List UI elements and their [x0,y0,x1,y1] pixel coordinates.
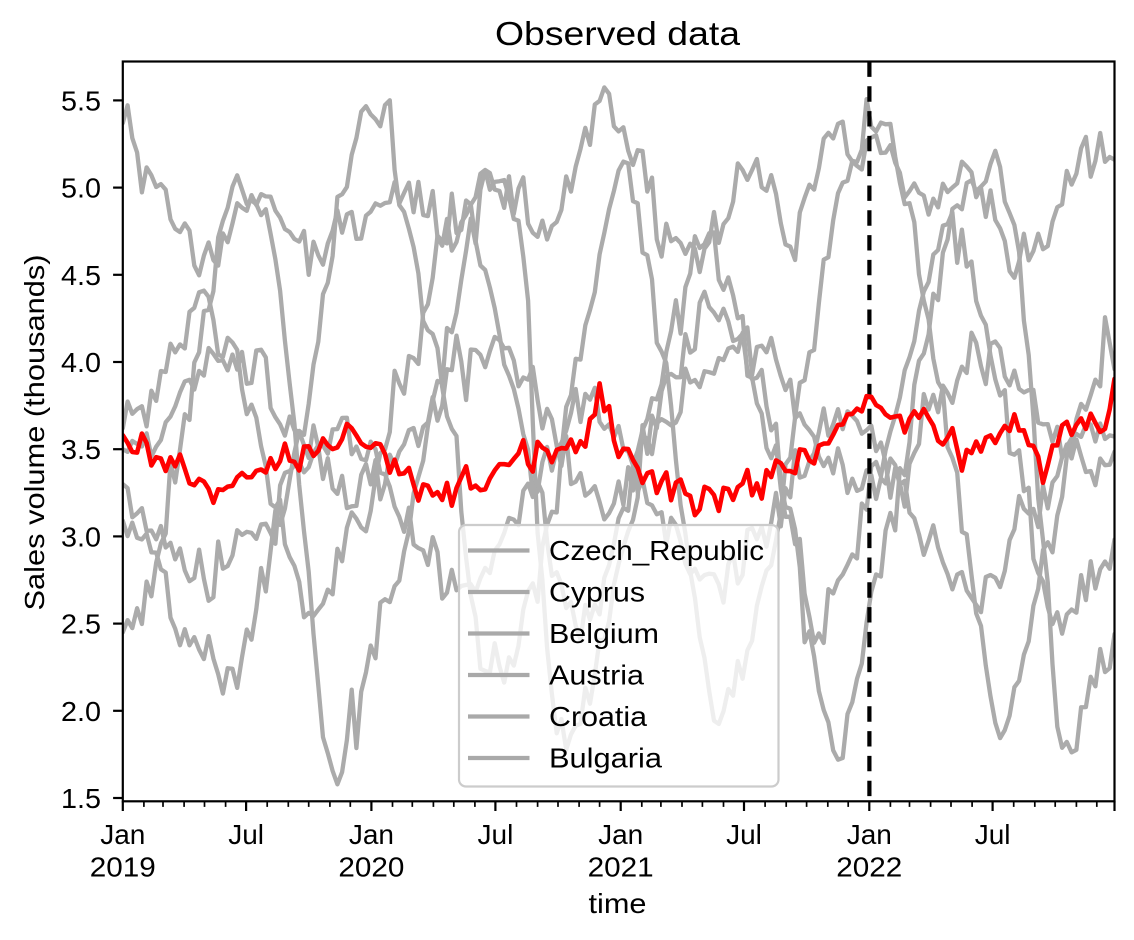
svg-text:2022: 2022 [836,852,902,883]
svg-text:Jan: Jan [598,819,643,850]
svg-text:Jan: Jan [100,819,145,850]
svg-text:4.5: 4.5 [61,260,101,291]
svg-text:5.5: 5.5 [61,85,101,116]
svg-text:2.0: 2.0 [61,696,101,727]
svg-text:3.5: 3.5 [61,434,101,465]
svg-text:4.0: 4.0 [61,347,101,378]
svg-text:time: time [589,888,647,919]
svg-text:Jul: Jul [228,819,264,850]
svg-text:Croatia: Croatia [549,701,647,732]
svg-text:5.0: 5.0 [61,173,101,204]
svg-text:Jul: Jul [478,819,514,850]
svg-text:Jan: Jan [847,819,892,850]
svg-text:Cyprus: Cyprus [549,577,645,608]
svg-text:2021: 2021 [588,852,654,883]
svg-text:2019: 2019 [90,852,156,883]
svg-text:3.0: 3.0 [61,521,101,552]
svg-text:1.5: 1.5 [61,783,101,814]
svg-text:2.5: 2.5 [61,609,101,640]
svg-text:Czech_Republic: Czech_Republic [549,535,764,566]
svg-text:Sales volume (thousands): Sales volume (thousands) [19,255,50,611]
svg-text:2020: 2020 [338,852,404,883]
svg-text:Jul: Jul [975,819,1011,850]
svg-text:Observed data: Observed data [495,16,741,53]
svg-text:Jan: Jan [349,819,394,850]
svg-text:Jul: Jul [726,819,762,850]
svg-text:Austria: Austria [549,660,644,691]
svg-text:Bulgaria: Bulgaria [549,743,662,774]
svg-text:Belgium: Belgium [549,618,659,649]
